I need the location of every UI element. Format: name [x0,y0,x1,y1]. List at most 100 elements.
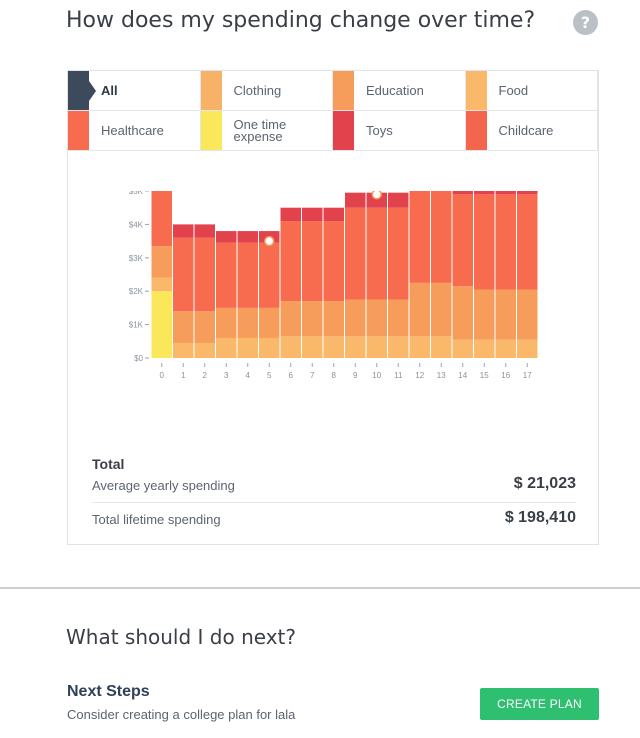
spending-chart: $0$1K$2K$3K$4K$5K0 1 2 3 4 5 6 7 8 9 10 11 12 13 14 15 1… [129,191,538,380]
bar-segment [280,301,301,337]
x-tick-label: 3 [224,371,229,380]
category-label: Education [366,82,424,98]
bar-segment [517,194,538,290]
category-swatch [68,71,89,110]
bar-segment [517,289,538,340]
bar-segment [280,207,301,222]
bar-segment [495,191,516,195]
next-steps-title: Next Steps [67,683,150,700]
bar-segment [517,339,538,358]
category-toys[interactable]: Toys [333,111,466,151]
x-tick-label: 17 [523,371,532,380]
category-all[interactable]: All [68,71,201,111]
bar-segment [366,299,387,337]
category-one-time-expense[interactable]: One time expense [200,111,333,151]
bar-segment [388,336,409,358]
bar-segment [323,336,344,358]
spending-card: All Clothing Education Food Healthcare One ti… [67,70,599,545]
x-tick-label: 10 [372,371,381,380]
bar-segment [151,291,172,358]
bar-segment [280,221,301,302]
category-label: Food [498,82,529,98]
bar-segment [388,192,409,208]
bar-segment [216,242,237,308]
x-tick-label: 2 [203,371,208,380]
bar-segment [194,224,215,238]
bar-segment [302,221,323,302]
category-swatch [68,111,89,150]
category-swatch [200,71,222,110]
category-clothing[interactable]: Clothing [200,71,333,111]
category-label: Healthcare [101,122,164,138]
bar-segment [431,282,452,337]
category-label: One time expense [233,116,287,144]
bar-segment [194,311,215,343]
category-swatch [333,111,354,150]
bar-segment [173,237,194,312]
bar-segment [173,224,194,238]
x-tick-label: 5 [267,371,272,380]
bar-segment [452,194,473,287]
bar-segment [366,336,387,358]
x-tick-label: 14 [458,371,467,380]
bar-segment [259,307,280,338]
category-filter: All Clothing Education Food Healthcare One ti… [68,71,598,151]
bar-segment [345,192,366,208]
summary-divider [92,502,576,503]
category-food[interactable]: Food [465,71,598,111]
lifetime-label: Total lifetime spending [92,512,221,527]
x-tick-label: 15 [480,371,489,380]
average-yearly-value: $ 21,023 [513,475,576,492]
bar-segment [151,246,172,278]
marker-point [371,191,382,200]
page-title: How does my spending change over time? [66,8,536,33]
category-label: Clothing [233,82,282,98]
category-swatch [465,111,487,150]
x-tick-label: 1 [181,371,186,380]
active-indicator-icon [89,81,96,101]
bar-segment [366,192,387,208]
bar-segment [474,339,495,358]
bar-segment [345,207,366,300]
bar-segment [452,339,473,358]
next-steps-description: Consider creating a college plan for lal… [67,707,296,722]
bar-segment [151,191,172,247]
x-tick-label: 12 [415,371,424,380]
bar-segment [151,277,172,292]
category-label: Toys [366,122,393,138]
create-plan-button[interactable]: CREATE PLAN [480,688,599,720]
section-divider [0,587,640,589]
marker-point [264,235,275,247]
category-label: Childcare [498,122,554,138]
bar-segment [237,337,258,358]
lifetime-value: $ 198,410 [504,509,576,526]
bar-segment [366,207,387,300]
x-tick-label: 4 [246,371,251,380]
bar-segment [409,282,430,337]
bar-segment [216,307,237,338]
y-tick-label: $2K [129,287,144,296]
bar-segment [173,342,194,358]
category-childcare[interactable]: Childcare [465,111,598,151]
y-tick-label: $4K [129,220,144,229]
bar-segment [388,299,409,337]
bar-segment [495,289,516,340]
category-healthcare[interactable]: Healthcare [68,111,201,151]
bar-segment [237,242,258,308]
x-tick-label: 6 [289,371,294,380]
category-swatch [200,111,222,150]
category-education[interactable]: Education [333,71,466,111]
x-tick-label: 7 [310,371,315,380]
x-tick-label: 13 [437,371,446,380]
bar-segment [431,191,452,283]
bar-segment [452,286,473,340]
bar-segment [323,301,344,337]
summary-title: Total [92,456,125,472]
bar-segment [216,337,237,358]
bar-segment [237,307,258,338]
category-swatch [333,71,354,110]
help-icon[interactable]: ? [573,10,598,35]
category-label: All [101,82,118,98]
y-tick-label: $5K [129,191,144,196]
x-tick-label: 8 [332,371,337,380]
